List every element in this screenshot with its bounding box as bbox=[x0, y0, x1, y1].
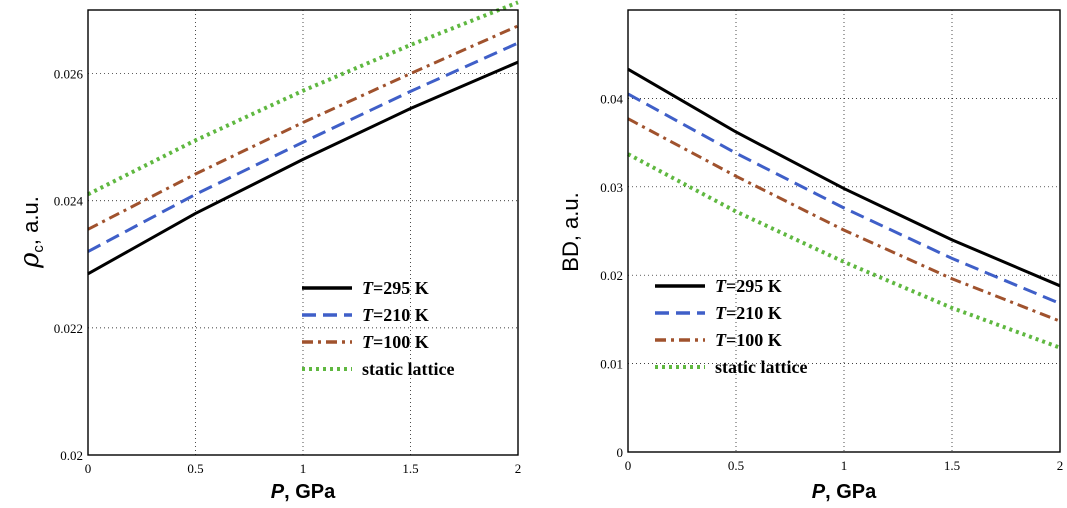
series-line-2 bbox=[627, 92, 1061, 305]
x-tick-label: 1 bbox=[300, 461, 307, 476]
y-tick-label: 0.03 bbox=[600, 180, 623, 195]
y-axis-label: BD, a.u. bbox=[558, 192, 583, 271]
y-axis-label: ρc, a.u. bbox=[15, 196, 47, 269]
legend-label: T=210 K bbox=[715, 303, 782, 323]
y-tick-label: 0.026 bbox=[54, 67, 84, 82]
x-tick-label: 1.5 bbox=[402, 461, 418, 476]
series-line-2 bbox=[87, 41, 519, 253]
legend-label: static lattice bbox=[715, 357, 807, 377]
legend-label: T=210 K bbox=[362, 305, 429, 325]
x-tick-label: 0 bbox=[85, 461, 92, 476]
y-tick-label: 0.02 bbox=[600, 268, 623, 283]
series-line-1 bbox=[87, 60, 519, 276]
y-tick-label: 0.022 bbox=[54, 321, 83, 336]
x-tick-label: 1 bbox=[841, 458, 848, 473]
x-axis-label: P, GPa bbox=[271, 481, 336, 503]
legend: T=295 K T=210 K T=100 K static lattice bbox=[302, 278, 454, 379]
y-tick-label: 0.04 bbox=[600, 91, 623, 106]
y-tick-label: 0 bbox=[617, 445, 624, 460]
x-tick-label: 2 bbox=[1057, 458, 1064, 473]
legend-label: static lattice bbox=[362, 359, 454, 379]
plot-frame bbox=[627, 9, 1061, 453]
series-line-3 bbox=[87, 24, 519, 231]
y-tick-label: 0.02 bbox=[60, 448, 83, 463]
chart-panel-2: 0 0.5 1 1.5 2 0 0.01 0.02 0.03 0.04 P, GPa BD, a.u.… bbox=[558, 9, 1064, 503]
x-tick-label: 0 bbox=[625, 458, 632, 473]
series-line-3 bbox=[627, 117, 1061, 323]
y-tick-label: 0.024 bbox=[54, 194, 84, 209]
legend-label: T=100 K bbox=[715, 330, 782, 350]
chart-panel-1: 0 0.5 1 1.5 2 0.02 0.022 0.024 0.026 P, GPa ρc, a.… bbox=[15, 0, 522, 503]
x-tick-label: 1.5 bbox=[944, 458, 960, 473]
series-line-1 bbox=[627, 67, 1061, 288]
series-line-4 bbox=[87, 0, 519, 197]
x-tick-label: 2 bbox=[515, 461, 522, 476]
legend: T=295 K T=210 K T=100 K static lattice bbox=[655, 276, 807, 377]
legend-label: T=295 K bbox=[362, 278, 429, 298]
x-axis-label: P, GPa bbox=[812, 481, 877, 503]
x-tick-label: 0.5 bbox=[728, 458, 744, 473]
legend-label: T=100 K bbox=[362, 332, 429, 352]
x-tick-label: 0.5 bbox=[187, 461, 203, 476]
legend-label: T=295 K bbox=[715, 276, 782, 296]
y-tick-label: 0.01 bbox=[600, 357, 623, 372]
plot-frame bbox=[87, 9, 519, 456]
